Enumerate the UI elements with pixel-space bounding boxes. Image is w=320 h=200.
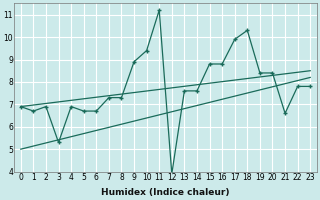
X-axis label: Humidex (Indice chaleur): Humidex (Indice chaleur)	[101, 188, 230, 197]
